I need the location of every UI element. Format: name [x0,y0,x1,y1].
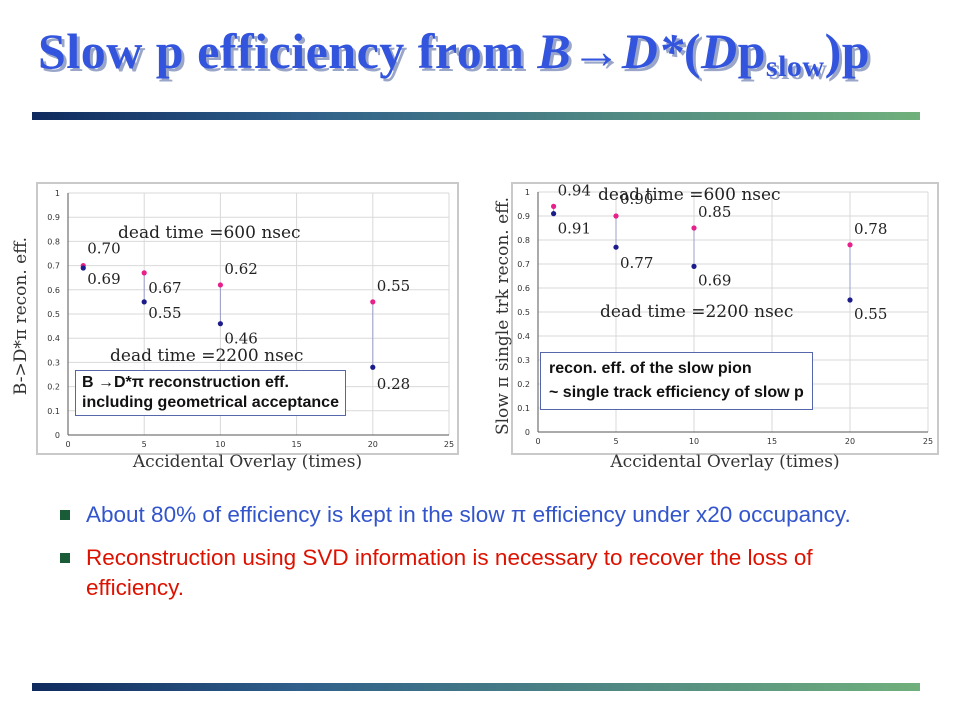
dead-time-annotation: dead time =600 nsec [118,223,301,243]
right-chart-note: recon. eff. of the slow pion ~ single tr… [540,352,813,410]
dead-time-annotation: dead time =600 nsec [598,185,781,205]
x-tick-label: 15 [292,440,302,449]
pink-point [370,299,376,305]
x-tick-label: 5 [613,437,618,446]
x-tick-label: 5 [142,440,147,449]
data-label: 0.55 [377,277,410,295]
note-line: B →D*π reconstruction eff. [82,374,289,391]
pink-point [691,225,697,231]
bullet-text: About 80% of efficiency is kept in the s… [86,502,851,527]
y-tick-label: 0.8 [517,236,530,245]
y-tick-label: 0.9 [47,213,60,222]
data-label: 0.67 [148,279,181,297]
note-line: recon. eff. of the slow pion [549,360,752,377]
pink-point [141,270,147,276]
blue-point [80,265,86,271]
data-label: 0.69 [87,270,120,288]
x-tick-label: 20 [845,437,855,446]
blue-point [847,297,853,303]
y-tick-label: 0.4 [47,334,60,343]
x-tick-label: 25 [923,437,933,446]
y-tick-label: 0.1 [517,404,530,413]
bullet-item: About 80% of efficiency is kept in the s… [60,500,890,530]
footer-divider [32,683,920,691]
data-label: 0.62 [224,260,257,278]
data-label: 0.78 [854,220,887,238]
blue-point [613,244,619,250]
blue-point [217,321,223,327]
y-tick-label: 0.6 [517,284,530,293]
y-tick-label: 0.4 [517,332,530,341]
y-tick-label: 1 [525,188,530,197]
note-line: ~ single track efficiency of slow p [549,384,804,401]
y-tick-label: 0.3 [517,356,530,365]
bullet-text: Reconstruction using SVD information is … [86,545,813,600]
bullet-marker [60,553,70,563]
y-tick-label: 0.6 [47,286,60,295]
dead-time-annotation: dead time =2200 nsec [600,302,793,322]
data-label: 0.85 [698,203,731,221]
x-tick-label: 0 [65,440,70,449]
y-tick-label: 0 [55,431,60,440]
x-tick-label: 0 [535,437,540,446]
blue-point [141,299,147,305]
x-tick-label: 10 [215,440,225,449]
data-label: 0.28 [377,375,410,393]
y-tick-label: 0 [525,428,530,437]
y-tick-label: 0.7 [517,260,530,269]
y-tick-label: 1 [55,189,60,198]
y-tick-label: 0.8 [47,237,60,246]
dead-time-annotation: dead time =2200 nsec [110,346,303,366]
data-label: 0.70 [87,240,120,258]
x-tick-label: 15 [767,437,777,446]
x-tick-label: 10 [689,437,699,446]
x-tick-label: 20 [368,440,378,449]
y-axis-title: B->D*π recon. eff. [11,237,31,395]
y-tick-label: 0.2 [47,383,60,392]
bullet-marker [60,510,70,520]
data-label: 0.46 [224,330,257,348]
y-tick-label: 0.1 [47,407,60,416]
y-tick-label: 0.7 [47,262,60,271]
title-divider [32,112,920,120]
bullet-item: Reconstruction using SVD information is … [60,543,890,603]
pink-point [613,213,619,219]
note-line: including geometrical acceptance [82,394,339,411]
y-tick-label: 0.5 [517,308,530,317]
data-label: 0.55 [854,305,887,323]
data-label: 0.69 [698,271,731,289]
pink-point [551,203,557,209]
x-axis-title: Accidental Overlay (times) [609,452,839,472]
y-tick-label: 0.2 [517,380,530,389]
x-axis-title: Accidental Overlay (times) [132,452,362,472]
blue-point [691,263,697,269]
blue-point [370,364,376,370]
data-label: 0.94 [558,181,591,199]
data-label: 0.55 [148,304,181,322]
slide-title: Slow p efficiency from B→D*(Dpslow)p [38,23,871,83]
left-chart-note: B →D*π reconstruction eff. including geo… [75,370,346,416]
x-tick-label: 25 [444,440,454,449]
blue-point [551,211,557,217]
data-label: 0.91 [558,220,591,238]
y-tick-label: 0.3 [47,358,60,367]
data-label: 0.90 [620,190,653,208]
bullet-list: About 80% of efficiency is kept in the s… [60,500,890,616]
pink-point [847,242,853,248]
y-tick-label: 0.5 [47,310,60,319]
data-label: 0.77 [620,254,653,272]
pink-point [217,282,223,288]
y-axis-title: Slow π single trk recon. eff. [493,197,513,435]
y-tick-label: 0.9 [517,212,530,221]
